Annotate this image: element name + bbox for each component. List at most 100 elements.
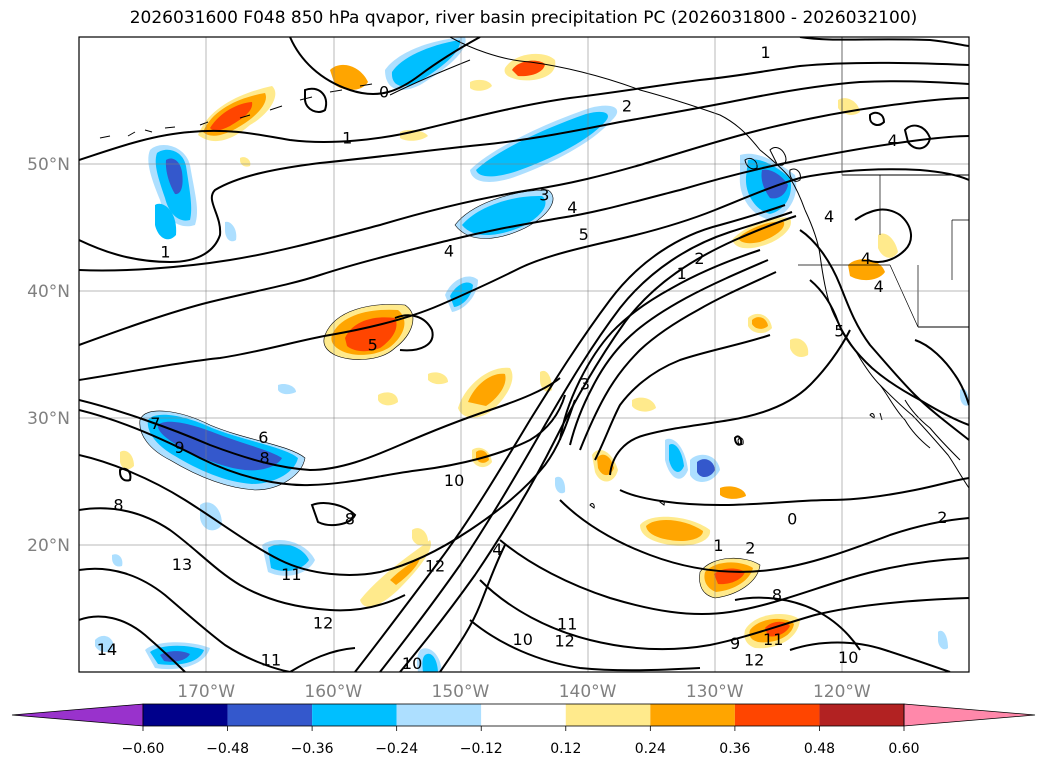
contour-label: 0 [379, 83, 389, 102]
anomaly-patch [360, 540, 431, 607]
contour-line [439, 544, 506, 672]
contour-label: 13 [172, 555, 192, 574]
colorbar-tick-label: 0.60 [888, 741, 919, 757]
anomaly-patch [738, 221, 785, 244]
contour-line [579, 271, 777, 451]
lon-tick-label: 130°W [686, 682, 744, 702]
anomaly-patch [752, 317, 768, 329]
baja-california-coast [879, 384, 961, 461]
lon-tick-label: 160°W [304, 682, 362, 702]
anomaly-outlines [139, 189, 761, 599]
contour-label: 11 [281, 565, 301, 584]
contour-line [799, 37, 969, 47]
contour-line [394, 314, 434, 352]
contour-label: 2 [937, 508, 947, 527]
lon-tick-label: 120°W [813, 682, 871, 702]
anomaly-patch [462, 195, 546, 236]
anomaly-patch [468, 373, 506, 406]
anomaly-patch [669, 443, 684, 472]
contour-line [499, 539, 969, 616]
contour-label: 10 [838, 648, 858, 667]
contour-line [559, 249, 761, 441]
contour-label: 6 [258, 428, 268, 447]
contour-label: 9 [174, 438, 184, 457]
contour-label: 8 [113, 495, 123, 514]
colorbar-frame [142, 703, 905, 727]
contour-label: 12 [555, 631, 575, 650]
contour-label: 1 [677, 264, 687, 283]
contour-label: 11 [557, 615, 577, 634]
contour-line [79, 507, 406, 612]
colorbar-segment [227, 704, 313, 726]
colorbar-segment [143, 704, 228, 726]
contour-label: 12 [744, 650, 764, 669]
contour-line [289, 647, 356, 672]
map-title: 2026031600 F048 850 hPa qvapor, river ba… [129, 8, 918, 28]
contour-label: 8 [772, 586, 782, 605]
contour-line [304, 87, 328, 113]
north-america-coast [804, 209, 969, 489]
contour-line [79, 135, 969, 346]
negative-anomaly-fill [95, 37, 969, 672]
contour-label: 3 [580, 375, 590, 394]
lat-tick-label: 20°N [27, 536, 70, 556]
contour-label: 14 [97, 640, 117, 659]
anomaly-patch [555, 476, 566, 494]
anomaly-patch [790, 338, 809, 358]
colorbar-tick-label: −0.60 [122, 741, 165, 757]
anomaly-patch [268, 544, 309, 572]
contour-label: 5 [834, 321, 844, 340]
contour-line [609, 329, 851, 476]
lon-tick-label: 150°W [432, 682, 490, 702]
contour-line [733, 435, 743, 446]
contour-line [903, 124, 932, 150]
contour-line [869, 111, 886, 126]
anomaly-patch [95, 635, 114, 653]
colorbar-extend-low [11, 703, 144, 727]
alaska-coast [449, 37, 806, 211]
lat-tick-label: 40°N [27, 282, 70, 302]
contour-line [559, 499, 969, 573]
anomaly-patch [278, 383, 296, 395]
anomaly-patch [761, 169, 788, 199]
contour-line [854, 208, 912, 263]
contour-line [310, 502, 357, 527]
colorbar-tick-label: 0.24 [635, 741, 666, 757]
contour-line [479, 579, 969, 651]
anomaly-patch [330, 64, 368, 90]
contour-line [79, 394, 566, 487]
contour-label: 12 [425, 556, 445, 575]
colorbar-tick-label: 0.48 [804, 741, 835, 757]
colorbar-extend-high [903, 703, 1036, 727]
colorbar-tick-label: 0.12 [550, 741, 581, 757]
contour-label: 10 [444, 471, 464, 490]
contour-label: 3 [539, 185, 549, 204]
anomaly-patch [848, 259, 885, 281]
anomaly-patch [345, 317, 397, 352]
lat-tick-label: 30°N [27, 409, 70, 429]
contour-line [79, 567, 291, 672]
contour-line [594, 334, 771, 461]
contour-label: 4 [492, 540, 502, 559]
lon-tick-label: 170°W [177, 682, 235, 702]
anomaly-patch [470, 79, 492, 91]
anomaly-patch [412, 528, 428, 546]
contour-line [79, 80, 969, 264]
anomaly-patch [378, 392, 398, 406]
anomaly-patch [210, 102, 253, 131]
anomaly-patch [422, 653, 438, 672]
contour-label: 12 [313, 613, 333, 632]
contour-line [289, 37, 481, 95]
contour-label: 5 [579, 225, 589, 244]
colorbar: −0.60 −0.48 −0.36 −0.24 −0.12 0.12 0.24 0.36 0.4… [11, 703, 1036, 757]
contour-line [789, 641, 951, 672]
anomaly-patch [390, 558, 420, 585]
colorbar-segment [481, 704, 566, 726]
anomaly-patch [112, 554, 123, 567]
contour-line [79, 61, 969, 161]
canadian-archipelago [744, 147, 801, 182]
contour-line [119, 467, 132, 482]
positive-anomaly-fill [120, 53, 898, 649]
